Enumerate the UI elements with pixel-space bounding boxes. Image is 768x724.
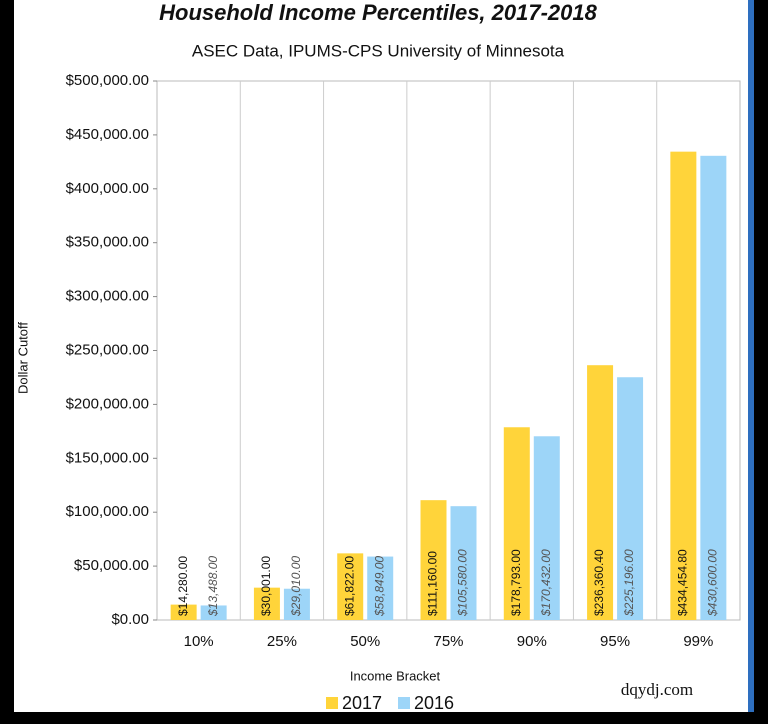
value-label: $29,010.00 — [289, 556, 303, 617]
value-label: $225,196.00 — [622, 549, 636, 617]
frame-stripe — [748, 0, 754, 712]
y-tick-label: $100,000.00 — [66, 503, 149, 520]
value-label: $111,160.00 — [426, 551, 440, 616]
bar — [617, 377, 644, 620]
value-label: $14,280.00 — [176, 556, 190, 616]
x-tick-label: 95% — [600, 633, 630, 650]
bar — [450, 506, 477, 620]
legend-swatch — [326, 697, 338, 709]
value-label: $105,580.00 — [456, 549, 470, 617]
value-label: $170,432.00 — [539, 549, 553, 617]
bar — [670, 151, 697, 621]
legend-swatch — [398, 697, 410, 709]
bar — [587, 365, 614, 620]
legend-label: 2017 — [342, 693, 382, 713]
x-tick-label: 10% — [184, 633, 214, 650]
x-tick-label: 50% — [350, 633, 380, 650]
y-tick-label: $300,000.00 — [66, 288, 149, 305]
bar — [253, 587, 280, 620]
y-tick-label: $150,000.00 — [66, 449, 149, 466]
y-tick-label: $350,000.00 — [66, 234, 149, 251]
plot-area — [156, 80, 741, 621]
x-tick-label: 75% — [433, 633, 463, 650]
value-label: $236,360.40 — [592, 549, 606, 616]
y-tick-label: $400,000.00 — [66, 180, 149, 197]
chart-title: Household Income Percentiles, 2017-2018 — [159, 0, 598, 25]
value-label: $13,488.00 — [206, 556, 220, 617]
y-axis-label: Dollar Cutoff — [15, 322, 30, 394]
bar — [200, 605, 227, 620]
x-tick-label: 90% — [517, 633, 547, 650]
bar — [367, 556, 394, 620]
value-label: $30,001.00 — [259, 556, 273, 616]
value-label: $61,822.00 — [342, 556, 356, 616]
y-tick-label: $500,000.00 — [66, 72, 149, 89]
value-label: $434,454.80 — [676, 549, 690, 616]
x-axis-label: Income Bracket — [350, 668, 441, 683]
bar — [533, 436, 560, 620]
value-label: $178,793.00 — [509, 549, 523, 616]
y-tick-label: $0.00 — [111, 611, 149, 628]
value-label: $430,600.00 — [706, 549, 720, 617]
legend-label: 2016 — [414, 693, 454, 713]
bar — [170, 604, 197, 620]
bar — [700, 155, 727, 620]
y-tick-label: $250,000.00 — [66, 341, 149, 358]
x-tick-label: 99% — [683, 633, 713, 650]
bar — [283, 588, 310, 620]
value-label: $58,849.00 — [372, 556, 386, 617]
y-tick-label: $450,000.00 — [66, 126, 149, 143]
y-tick-label: $200,000.00 — [66, 395, 149, 412]
bar — [503, 427, 530, 620]
x-tick-label: 25% — [267, 633, 297, 650]
chart-subtitle: ASEC Data, IPUMS-CPS University of Minne… — [192, 41, 565, 60]
watermark: dqydj.com — [621, 680, 693, 699]
bar — [420, 500, 447, 620]
bar — [337, 553, 364, 620]
y-tick-label: $50,000.00 — [74, 557, 149, 574]
